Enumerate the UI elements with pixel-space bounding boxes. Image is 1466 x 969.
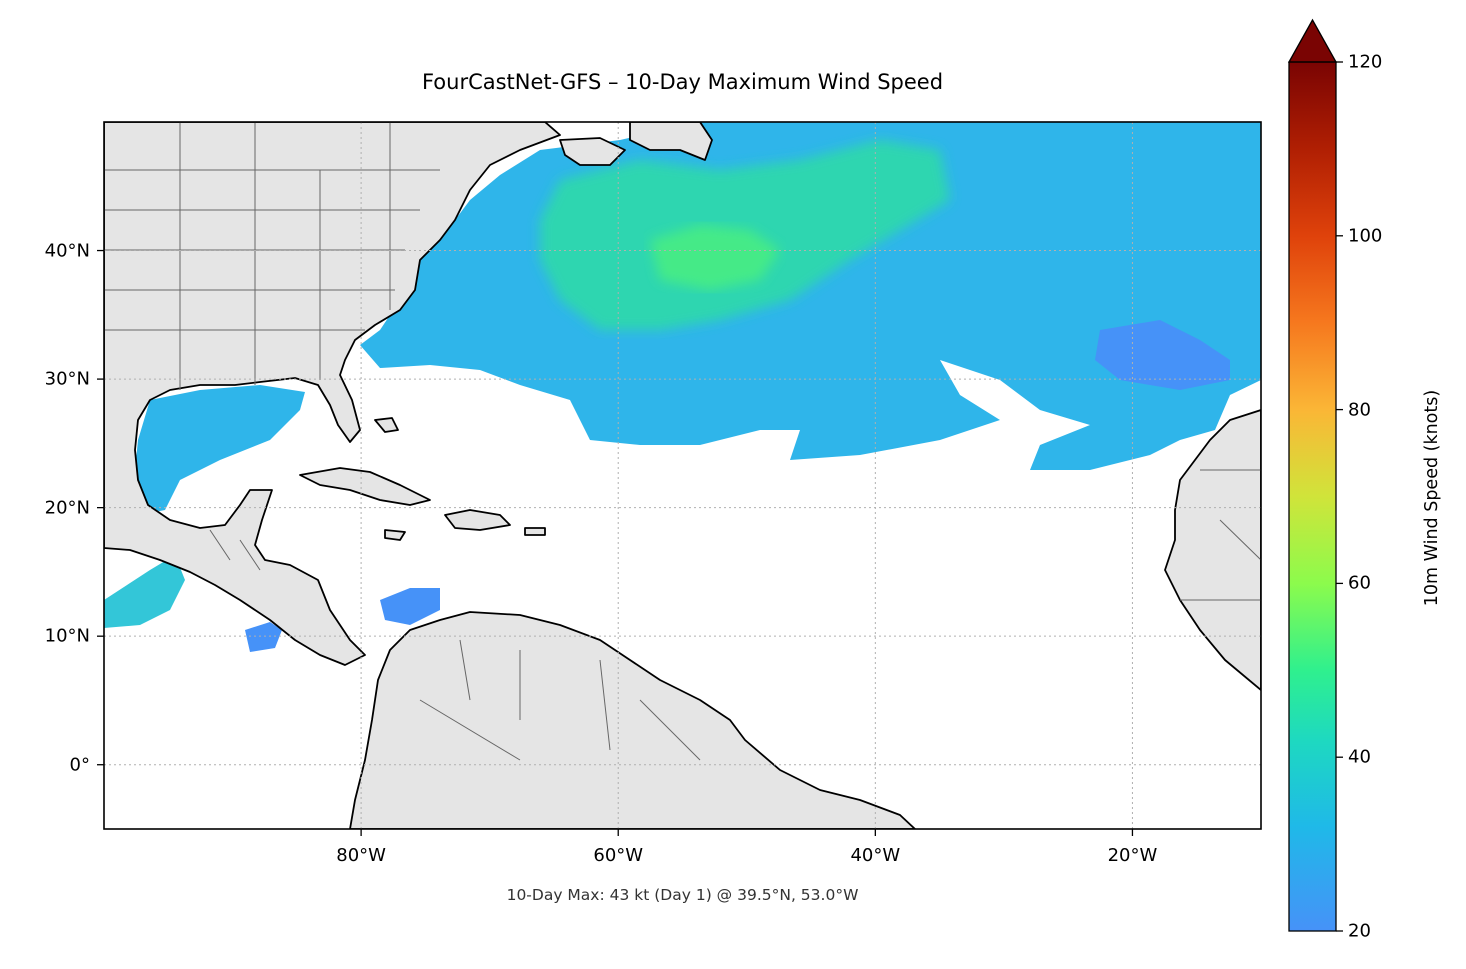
land-bahamas bbox=[374, 417, 399, 433]
wind-field-caribbean-b bbox=[245, 622, 282, 652]
colorbar-tick-label: 60 bbox=[1348, 572, 1371, 594]
lat-tick-label: 40°N bbox=[44, 240, 90, 262]
map-title: FourCastNet-GFS – 10-Day Maximum Wind Sp… bbox=[421, 70, 944, 94]
land-jamaica bbox=[384, 529, 406, 541]
borders bbox=[104, 122, 1261, 761]
max-wind-annotation: 10-Day Max: 43 kt (Day 1) @ 39.5°N, 53.0… bbox=[506, 886, 859, 904]
land-north-america bbox=[104, 122, 561, 666]
colorbar-tick-label: 20 bbox=[1348, 920, 1371, 942]
colorbar-tick-label: 120 bbox=[1348, 51, 1383, 73]
wind-field-pacific bbox=[104, 555, 185, 628]
wind-field-east-patch bbox=[1095, 320, 1230, 390]
land-africa bbox=[1164, 409, 1261, 691]
map-frame bbox=[103, 121, 1262, 830]
lon-tick-label: 80°W bbox=[336, 845, 386, 866]
lon-tick-label: 60°W bbox=[593, 845, 644, 866]
land bbox=[104, 122, 1261, 829]
colorbar bbox=[1287, 18, 1343, 932]
wind-field-gulf bbox=[135, 385, 305, 515]
land-hispaniola bbox=[444, 509, 511, 531]
lat-tick-label: 10°N bbox=[44, 625, 90, 647]
axis-ticks bbox=[97, 249, 1134, 836]
land-cuba bbox=[299, 467, 431, 506]
colorbar-label: 10m Wind Speed (knots) bbox=[1422, 389, 1442, 607]
land-puerto-rico bbox=[524, 527, 546, 536]
wind-field-north-atlantic-peak bbox=[650, 225, 780, 290]
colorbar-extend-arrow bbox=[1287, 18, 1338, 63]
lat-tick-label: 30°N bbox=[44, 368, 90, 390]
land-greenland-labrador bbox=[629, 122, 713, 161]
lat-tick-label: 20°N bbox=[44, 497, 90, 519]
colorbar-tick-label: 40 bbox=[1348, 746, 1371, 768]
colorbar-tick-label: 100 bbox=[1348, 225, 1383, 247]
lon-tick-label: 40°W bbox=[850, 845, 901, 866]
wind-field-caribbean-a bbox=[380, 588, 440, 625]
colorbar-tick-label: 80 bbox=[1348, 399, 1371, 421]
lon-tick-label: 20°W bbox=[1107, 845, 1158, 866]
land-south-america bbox=[349, 611, 916, 829]
lat-tick-label: 0° bbox=[69, 754, 90, 776]
colorbar-gradient bbox=[1289, 62, 1336, 931]
land-newfoundland bbox=[559, 137, 626, 166]
